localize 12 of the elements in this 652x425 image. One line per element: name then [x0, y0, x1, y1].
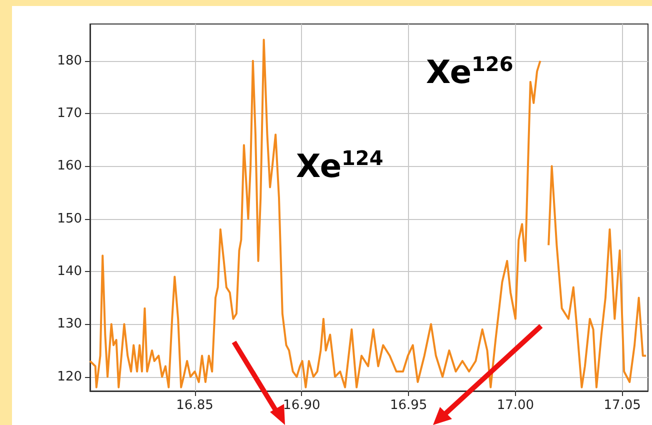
y-tick-label: 150	[57, 211, 82, 226]
x-tick-label: 16.95	[390, 398, 428, 413]
x-tick-label: 17.05	[604, 398, 641, 413]
x-tick-label: 17.00	[496, 398, 534, 413]
y-tick-label: 140	[57, 264, 82, 279]
y-tick-label: 160	[57, 158, 82, 174]
y-tick-label: 130	[57, 316, 82, 332]
y-tick-label: 120	[57, 369, 82, 384]
y-tick-label: 170	[57, 106, 82, 122]
x-tick-label: 16.90	[283, 398, 320, 413]
x-tick-label: 16.85	[176, 398, 214, 413]
y-tick-label: 180	[57, 53, 82, 68]
